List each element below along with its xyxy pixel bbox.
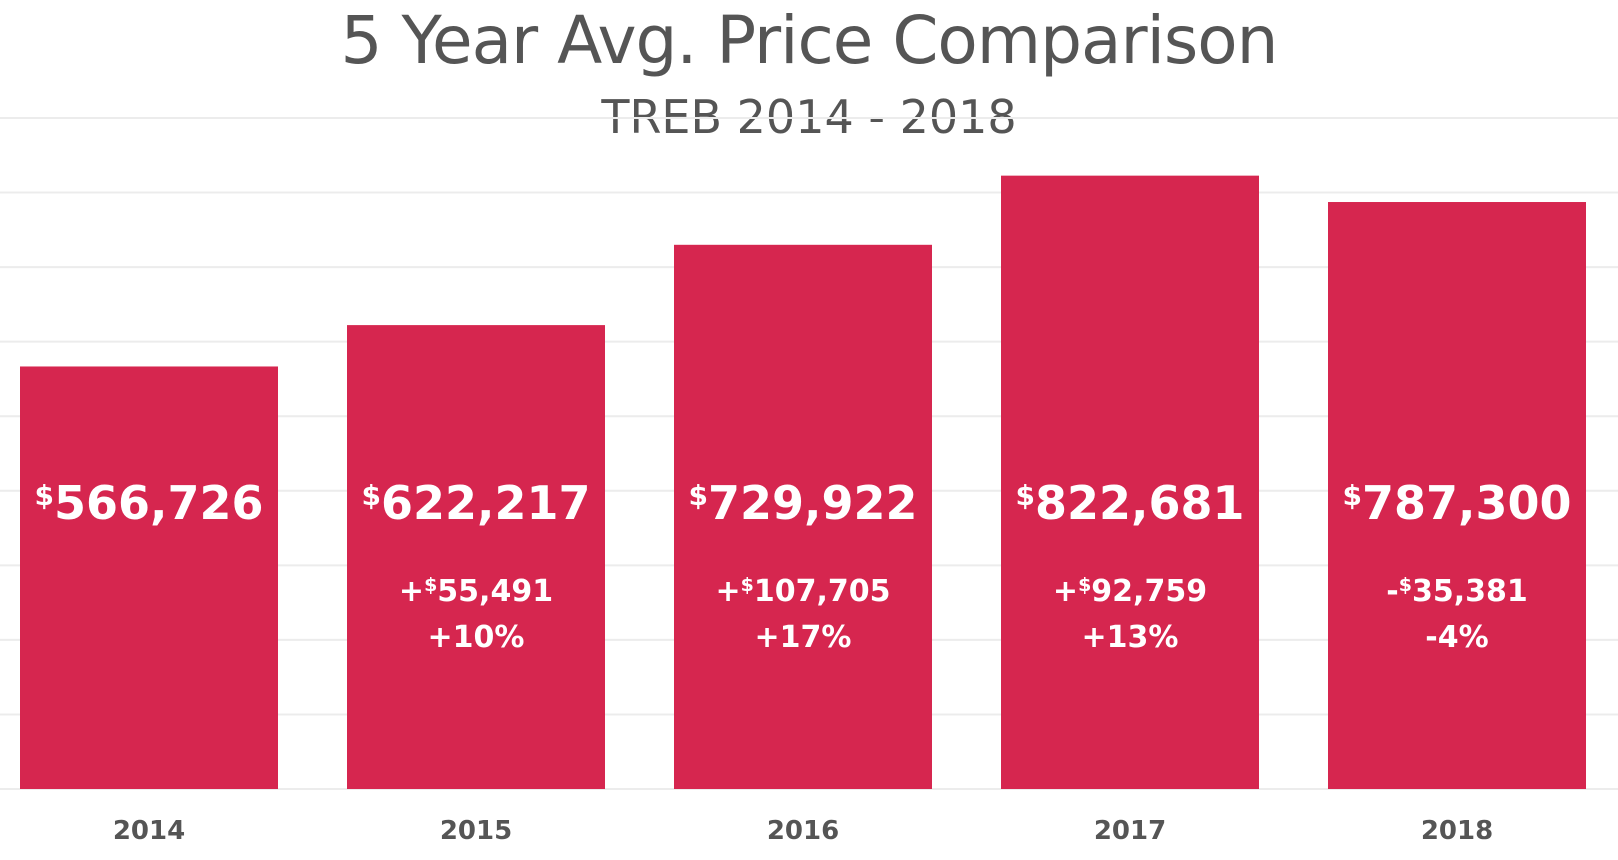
change-percent-2016: +17% xyxy=(755,620,852,655)
chart-title: 5 Year Avg. Price Comparison xyxy=(340,2,1278,79)
change-amount-2016: +$107,705 xyxy=(715,574,890,609)
category-label-2018: 2018 xyxy=(1421,816,1493,846)
value-label-2015: $622,217 xyxy=(362,476,591,530)
bar-2014 xyxy=(20,366,278,789)
value-label-2016: $729,922 xyxy=(689,476,918,530)
value-label-2018: $787,300 xyxy=(1343,476,1572,530)
change-amount-2018: -$35,381 xyxy=(1386,574,1527,609)
value-label-2014: $566,726 xyxy=(35,476,264,530)
category-label-2015: 2015 xyxy=(440,816,512,846)
bar-2017 xyxy=(1001,175,1259,789)
category-label-2014: 2014 xyxy=(113,816,185,846)
change-percent-2017: +13% xyxy=(1082,620,1179,655)
value-label-2017: $822,681 xyxy=(1016,476,1245,530)
change-amount-2017: +$92,759 xyxy=(1053,574,1207,609)
bar-2016 xyxy=(674,244,932,789)
change-amount-2015: +$55,491 xyxy=(399,574,553,609)
change-percent-2015: +10% xyxy=(428,620,525,655)
change-percent-2018: -4% xyxy=(1425,620,1488,655)
bar-2015 xyxy=(347,325,605,789)
category-label-2016: 2016 xyxy=(767,816,839,846)
bar-2018 xyxy=(1328,202,1586,789)
category-label-2017: 2017 xyxy=(1094,816,1166,846)
